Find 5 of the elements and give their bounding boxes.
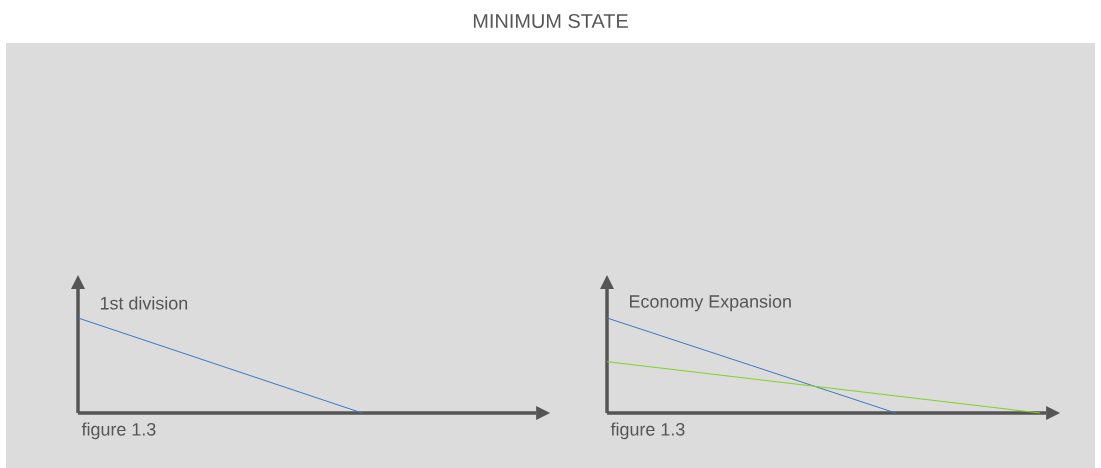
y-axis-title: Economy Expansion — [630, 294, 791, 312]
chart-title: MINIMUM STATE — [473, 13, 628, 29]
y-axis-title: 1st division — [100, 296, 188, 310]
caption: figure 1.3 — [81, 422, 156, 440]
caption: figure 1.3 — [610, 422, 685, 440]
